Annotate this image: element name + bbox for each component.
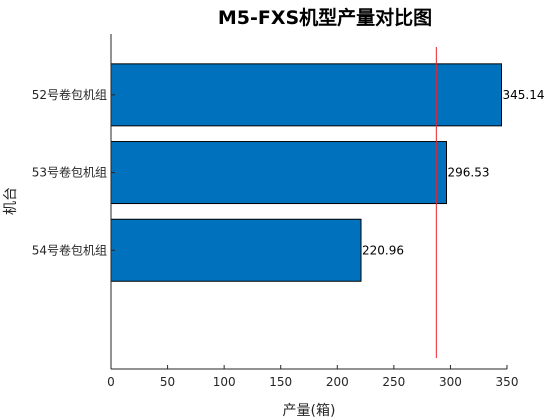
- y-tick-label: 53号卷包机组: [32, 165, 107, 180]
- y-axis: 52号卷包机组 53号卷包机组 54号卷包机组: [32, 87, 115, 257]
- bar-value-label: 220.96: [362, 243, 404, 257]
- x-tick-label: 300: [439, 375, 462, 389]
- x-tick-label: 200: [326, 375, 349, 389]
- x-tick-label: 50: [160, 375, 175, 389]
- y-axis-label: 机台: [3, 187, 19, 215]
- bar-value-label: 296.53: [448, 166, 490, 180]
- chart-title: M5-FXS机型产量对比图: [218, 6, 432, 29]
- bar: [110, 218, 362, 282]
- x-tick-label: 150: [269, 375, 292, 389]
- x-axis: 0 50 100 150 200 250 300 350: [107, 365, 518, 389]
- x-tick-label: 250: [382, 375, 405, 389]
- bar: [110, 63, 503, 127]
- x-tick-label: 0: [107, 375, 115, 389]
- x-tick-label: 350: [496, 375, 519, 389]
- y-tick-label: 52号卷包机组: [32, 87, 107, 102]
- x-axis-label: 产量(箱): [283, 403, 336, 419]
- plot-area: 345.14 296.53 220.96: [110, 63, 545, 282]
- bar: [110, 141, 448, 205]
- x-tick-label: 100: [213, 375, 236, 389]
- y-tick-label: 54号卷包机组: [32, 242, 107, 257]
- bar-value-label: 345.14: [503, 88, 545, 102]
